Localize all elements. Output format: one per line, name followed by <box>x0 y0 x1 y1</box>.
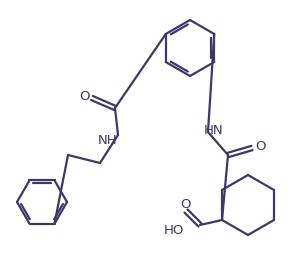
Text: HN: HN <box>204 124 224 138</box>
Text: HO: HO <box>164 223 184 237</box>
Text: NH: NH <box>98 135 118 147</box>
Text: O: O <box>80 91 90 104</box>
Text: O: O <box>255 139 265 152</box>
Text: O: O <box>180 198 190 210</box>
